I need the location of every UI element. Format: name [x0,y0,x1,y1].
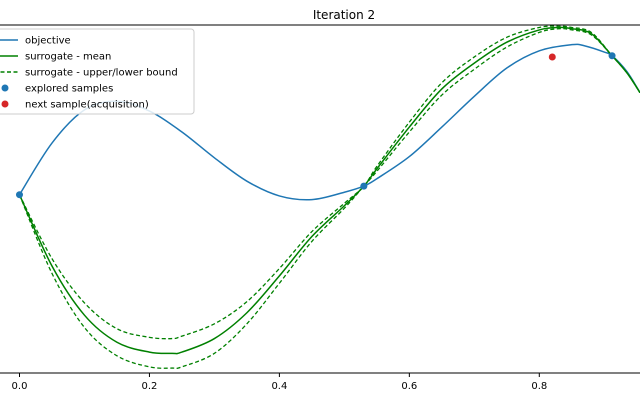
x-tick-label: 0.0 [12,381,28,392]
legend-marker [1,84,9,92]
legend-label: surrogate - upper/lower bound [25,68,178,79]
legend-label: explored samples [25,84,113,95]
explored-sample-point [360,182,368,190]
legend-box [0,28,195,115]
next-sample-point [548,53,556,61]
x-axis: 0.0 0.2 0.4 0.6 0.8 [0,372,640,392]
explored-sample-point [15,191,23,199]
explored-sample-point [608,52,616,60]
legend-label: surrogate - mean [25,52,111,63]
x-tick-label: 0.4 [271,381,287,392]
x-tick-label: 0.8 [531,381,547,392]
legend-marker [1,100,9,108]
surrogate-upper-bound-line [18,25,640,340]
x-tick-label: 0.2 [141,381,157,392]
legend: objective surrogate - mean surrogate - upp… [0,28,195,115]
x-tick-label: 0.6 [401,381,417,392]
legend-label: next sample(acquisition) [25,100,149,111]
surrogate-lower-bound-line [18,27,640,370]
chart-title: Iteration 2 [313,8,375,22]
legend-label: objective [25,36,71,47]
